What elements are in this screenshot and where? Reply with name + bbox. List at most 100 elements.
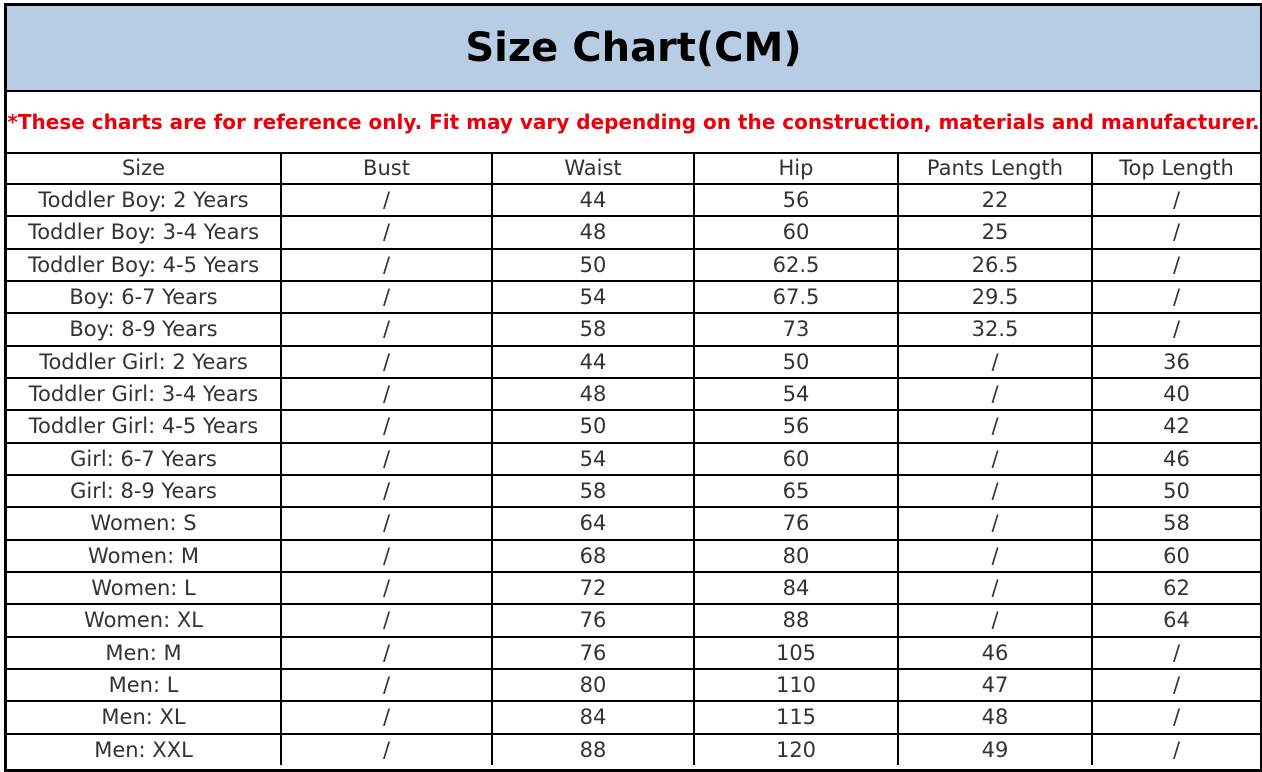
cell-waist: 88: [491, 732, 695, 765]
cell-bust: /: [280, 473, 493, 509]
table-row: Women: M/68 80/60: [7, 538, 1260, 573]
cell-hip: 54: [693, 376, 899, 412]
cell-waist: 58: [491, 312, 695, 347]
table-row: Toddler Girl: 4-5 Years/50 56/42: [7, 409, 1260, 444]
cell-pants-length: 25: [897, 215, 1093, 250]
table-row: Boy: 8-9 Years/58 73 32.5/: [7, 312, 1260, 347]
cell-waist: 76: [491, 635, 695, 670]
cell-waist: 80: [491, 667, 695, 703]
cell-bust: /: [280, 635, 493, 670]
cell-bust: /: [280, 344, 493, 379]
cell-waist: 68: [491, 538, 695, 573]
table-row: Boy: 6-7 Years/54 67.5 29.5/: [7, 279, 1260, 315]
cell-hip: 62.5: [693, 247, 899, 282]
cell-top-length: /: [1091, 635, 1260, 670]
cell-bust: /: [280, 312, 493, 347]
cell-pants-length: 47: [897, 667, 1093, 703]
cell-size: Toddler Girl: 2 Years: [7, 344, 282, 379]
cell-top-length: /: [1091, 182, 1260, 218]
cell-waist: 72: [491, 570, 695, 606]
cell-size: Toddler Boy: 2 Years: [7, 182, 282, 218]
cell-bust: /: [280, 570, 493, 606]
table-row: Girl: 6-7 Years/54 60/46: [7, 441, 1260, 476]
cell-hip: 67.5: [693, 279, 899, 315]
cell-bust: /: [280, 506, 493, 541]
cell-top-length: /: [1091, 247, 1260, 282]
cell-pants-length: /: [897, 603, 1093, 638]
cell-hip: 50: [693, 344, 899, 379]
cell-bust: /: [280, 182, 493, 218]
cell-pants-length: /: [897, 344, 1093, 379]
cell-top-length: /: [1091, 312, 1260, 347]
table-row: Toddler Boy: 3-4 Years/48 60 25/: [7, 215, 1260, 250]
reference-note: *These charts are for reference only. Fi…: [7, 92, 1260, 154]
cell-size: Boy: 8-9 Years: [7, 312, 282, 347]
cell-pants-length: /: [897, 441, 1093, 476]
cell-size: Men: XL: [7, 700, 282, 735]
cell-hip: 56: [693, 182, 899, 218]
cell-waist: 44: [491, 344, 695, 379]
cell-size: Men: L: [7, 667, 282, 703]
cell-pants-length: 22: [897, 182, 1093, 218]
cell-size: Toddler Girl: 4-5 Years: [7, 409, 282, 444]
cell-size: Toddler Boy: 4-5 Years: [7, 247, 282, 282]
cell-bust: /: [280, 215, 493, 250]
cell-waist: 84: [491, 700, 695, 735]
table-row: Toddler Boy: 2 Years/44 56 22/: [7, 182, 1260, 218]
cell-bust: /: [280, 700, 493, 735]
cell-waist: 54: [491, 279, 695, 315]
cell-hip: 60: [693, 441, 899, 476]
table-row: Toddler Girl: 3-4 Years/48 54/40: [7, 376, 1260, 412]
header-row: Size Bust Waist Hip Pants Length Top Length: [7, 154, 1260, 185]
cell-top-length: /: [1091, 215, 1260, 250]
cell-top-length: 36: [1091, 344, 1260, 379]
cell-size: Men: M: [7, 635, 282, 670]
cell-size: Toddler Boy: 3-4 Years: [7, 215, 282, 250]
cell-top-length: 42: [1091, 409, 1260, 444]
cell-hip: 84: [693, 570, 899, 606]
cell-top-length: 64: [1091, 603, 1260, 638]
cell-bust: /: [280, 441, 493, 476]
cell-pants-length: /: [897, 376, 1093, 412]
cell-top-length: /: [1091, 279, 1260, 315]
cell-hip: 115: [693, 700, 899, 735]
cell-top-length: /: [1091, 700, 1260, 735]
column-header-size: Size: [7, 154, 282, 185]
cell-top-length: 46: [1091, 441, 1260, 476]
table-row: Women: XL/76 88/64: [7, 603, 1260, 638]
chart-title: Size Chart(CM): [7, 6, 1260, 92]
cell-bust: /: [280, 667, 493, 703]
table-row: Men: M/76 105 46/: [7, 635, 1260, 670]
cell-hip: 80: [693, 538, 899, 573]
cell-hip: 56: [693, 409, 899, 444]
cell-pants-length: 48: [897, 700, 1093, 735]
cell-waist: 50: [491, 247, 695, 282]
cell-top-length: 40: [1091, 376, 1260, 412]
cell-top-length: 60: [1091, 538, 1260, 573]
cell-bust: /: [280, 603, 493, 638]
table-row: Men: XL/84 115 48/: [7, 700, 1260, 735]
table-row: Men: XXL/88 120 49/: [7, 732, 1260, 765]
column-header-top-length: Top Length: [1091, 154, 1260, 185]
cell-pants-length: /: [897, 473, 1093, 509]
cell-size: Girl: 8-9 Years: [7, 473, 282, 509]
cell-hip: 110: [693, 667, 899, 703]
cell-bust: /: [280, 376, 493, 412]
cell-size: Toddler Girl: 3-4 Years: [7, 376, 282, 412]
cell-pants-length: /: [897, 506, 1093, 541]
cell-waist: 54: [491, 441, 695, 476]
size-table: Size Bust Waist Hip Pants Length Top Length T…: [7, 154, 1260, 765]
cell-pants-length: 32.5: [897, 312, 1093, 347]
cell-waist: 48: [491, 215, 695, 250]
cell-pants-length: 46: [897, 635, 1093, 670]
cell-waist: 58: [491, 473, 695, 509]
cell-bust: /: [280, 732, 493, 765]
cell-top-length: /: [1091, 667, 1260, 703]
cell-waist: 48: [491, 376, 695, 412]
cell-size: Women: S: [7, 506, 282, 541]
cell-waist: 50: [491, 409, 695, 444]
cell-top-length: 50: [1091, 473, 1260, 509]
cell-hip: 120: [693, 732, 899, 765]
cell-top-length: 58: [1091, 506, 1260, 541]
table-row: Girl: 8-9 Years/58 65/50: [7, 473, 1260, 509]
